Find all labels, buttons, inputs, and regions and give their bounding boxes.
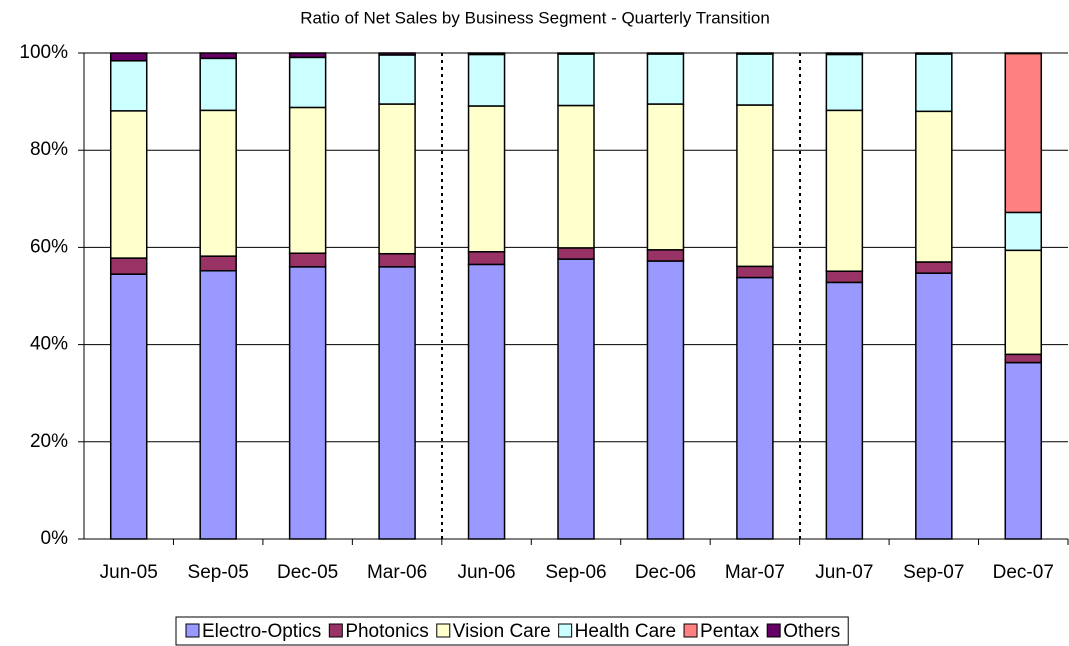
- legend-label: Vision Care: [453, 621, 551, 642]
- x-tick-label: Sep-07: [903, 562, 964, 583]
- x-tick-label: Jun-06: [457, 562, 515, 583]
- legend-label: Health Care: [575, 621, 676, 642]
- bar-segment: [467, 251, 506, 266]
- x-tick-label: Sep-05: [188, 562, 249, 583]
- bar-segment: [199, 269, 237, 540]
- bar-segment: [1004, 361, 1043, 540]
- legend-label: Photonics: [345, 621, 428, 642]
- bar-segment: [825, 270, 864, 284]
- bar-segment: [288, 52, 327, 59]
- x-tick-label: Dec-05: [277, 562, 338, 583]
- bar-segment: [1004, 249, 1043, 356]
- bar-segment: [557, 53, 595, 107]
- bar-segment: [736, 276, 774, 540]
- legend-swatch: [436, 623, 451, 638]
- bar-segment: [378, 52, 416, 56]
- bar-segment: [378, 54, 416, 105]
- bar-segment: [915, 272, 953, 540]
- y-tick-label: 100%: [19, 42, 68, 63]
- bar-segment: [467, 52, 506, 56]
- y-tick-label: 80%: [30, 139, 68, 160]
- bar-segment: [109, 60, 148, 112]
- x-tick-label: Dec-06: [635, 562, 696, 583]
- bar-segment: [557, 247, 595, 260]
- bar-segment: [915, 261, 953, 274]
- y-tick-label: 20%: [30, 431, 68, 452]
- chart-title: Ratio of Net Sales by Business Segment -…: [300, 8, 770, 27]
- legend-swatch: [328, 623, 343, 638]
- bar-segment: [1004, 353, 1043, 364]
- bar-segment: [557, 52, 595, 55]
- bar-segment: [199, 57, 237, 112]
- bar-segment: [736, 265, 774, 279]
- bar-segment: [109, 110, 148, 259]
- bar-segment: [915, 53, 953, 113]
- x-tick-label: Mar-06: [367, 562, 427, 583]
- bar-segment: [378, 252, 416, 268]
- bar-segment: [646, 53, 685, 105]
- bar-segment: [288, 252, 327, 268]
- bar-segment: [736, 104, 774, 268]
- legend-swatch: [185, 623, 200, 638]
- legend-swatch: [766, 623, 781, 638]
- x-tick-label: Sep-06: [545, 562, 606, 583]
- legend-swatch: [683, 623, 698, 638]
- bar-segment: [378, 266, 416, 540]
- bar-segment: [646, 103, 685, 251]
- bar-segment: [467, 53, 506, 107]
- bar-segment: [915, 52, 953, 55]
- x-tick-label: Jun-05: [100, 562, 158, 583]
- legend-label: Electro-Optics: [202, 621, 321, 642]
- x-tick-label: Jun-07: [815, 562, 873, 583]
- bar-segment: [288, 266, 327, 540]
- bar-segment: [825, 52, 864, 56]
- bar-segment: [288, 106, 327, 254]
- bar-segment: [199, 255, 237, 272]
- bar-segment: [825, 109, 864, 272]
- bar-segment: [825, 281, 864, 540]
- y-tick-label: 0%: [41, 528, 69, 549]
- bar-segment: [646, 260, 685, 540]
- y-tick-label: 60%: [30, 236, 68, 257]
- bar-segment: [467, 263, 506, 540]
- bar-segment: [199, 52, 237, 60]
- legend-label: Pentax: [700, 621, 760, 642]
- bar-segment: [557, 258, 595, 540]
- bar-segment: [736, 52, 774, 55]
- bar-segment: [646, 52, 685, 55]
- bar-segment: [825, 53, 864, 112]
- bar-segment: [467, 105, 506, 253]
- bar-segment: [557, 104, 595, 249]
- bar-segment: [1004, 52, 1043, 214]
- bar-segment: [1004, 211, 1043, 252]
- bar-segment: [378, 103, 416, 255]
- bar-segment: [646, 249, 685, 262]
- bar-segment: [915, 110, 953, 263]
- bar-segment: [736, 53, 774, 106]
- x-tick-label: Dec-07: [993, 562, 1054, 583]
- bar-segment: [109, 273, 148, 540]
- bar-segment: [288, 56, 327, 109]
- x-tick-label: Mar-07: [725, 562, 785, 583]
- bar-segment: [109, 52, 148, 62]
- y-tick-label: 40%: [30, 334, 68, 355]
- legend-box: [175, 616, 849, 646]
- bar-segment: [109, 257, 148, 275]
- bar-segment: [199, 109, 237, 257]
- legend-label: Others: [783, 621, 840, 642]
- legend-swatch: [558, 623, 573, 638]
